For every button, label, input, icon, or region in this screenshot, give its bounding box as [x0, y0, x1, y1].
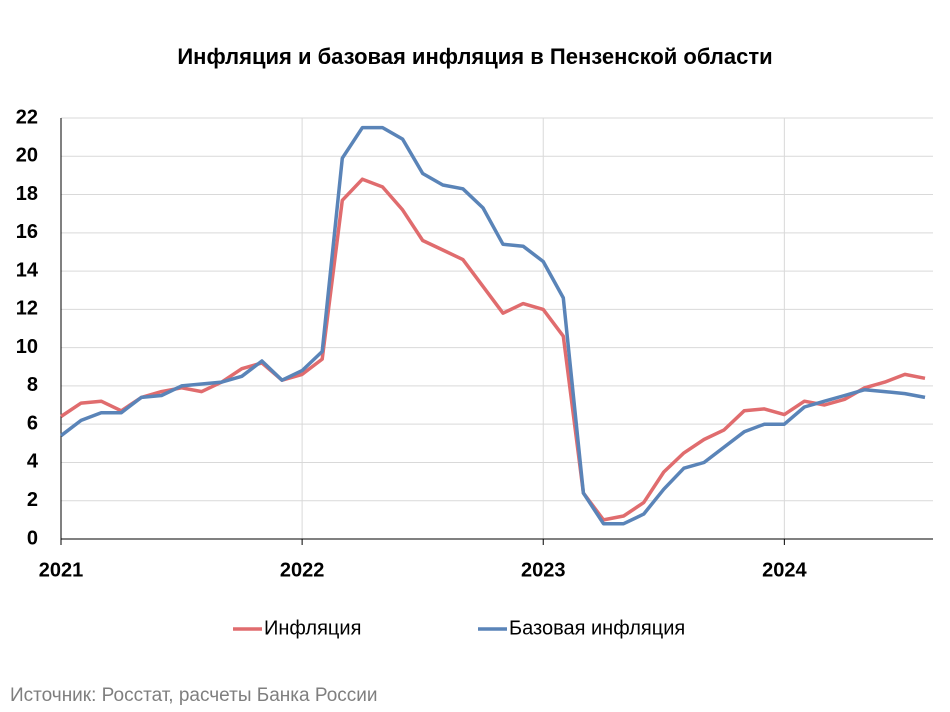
y-tick-label: 14: [16, 259, 39, 281]
y-tick-label: 22: [16, 106, 38, 128]
x-tick-label: 2024: [762, 559, 807, 581]
y-tick-label: 0: [27, 527, 38, 549]
source-note: Источник: Росстат, расчеты Банка России: [10, 685, 378, 706]
y-tick-label: 8: [27, 374, 38, 396]
chart-title: Инфляция и базовая инфляция в Пензенской…: [177, 44, 772, 69]
y-tick-label: 10: [16, 336, 38, 358]
series-line: [59, 125, 926, 526]
y-tick-label: 12: [16, 298, 38, 320]
y-tick-label: 4: [27, 451, 39, 473]
y-tick-label: 2: [27, 489, 38, 511]
series-line: [60, 177, 926, 522]
legend-label: Инфляция: [264, 617, 361, 639]
y-tick-label: 18: [16, 183, 38, 205]
y-tick-label: 16: [16, 221, 38, 243]
legend-label: Базовая инфляция: [509, 617, 685, 639]
x-tick-label: 2023: [521, 559, 566, 581]
y-tick-label: 6: [27, 412, 38, 434]
x-tick-label: 2021: [39, 559, 84, 581]
y-tick-label: 20: [16, 145, 38, 167]
x-tick-label: 2022: [280, 559, 325, 581]
